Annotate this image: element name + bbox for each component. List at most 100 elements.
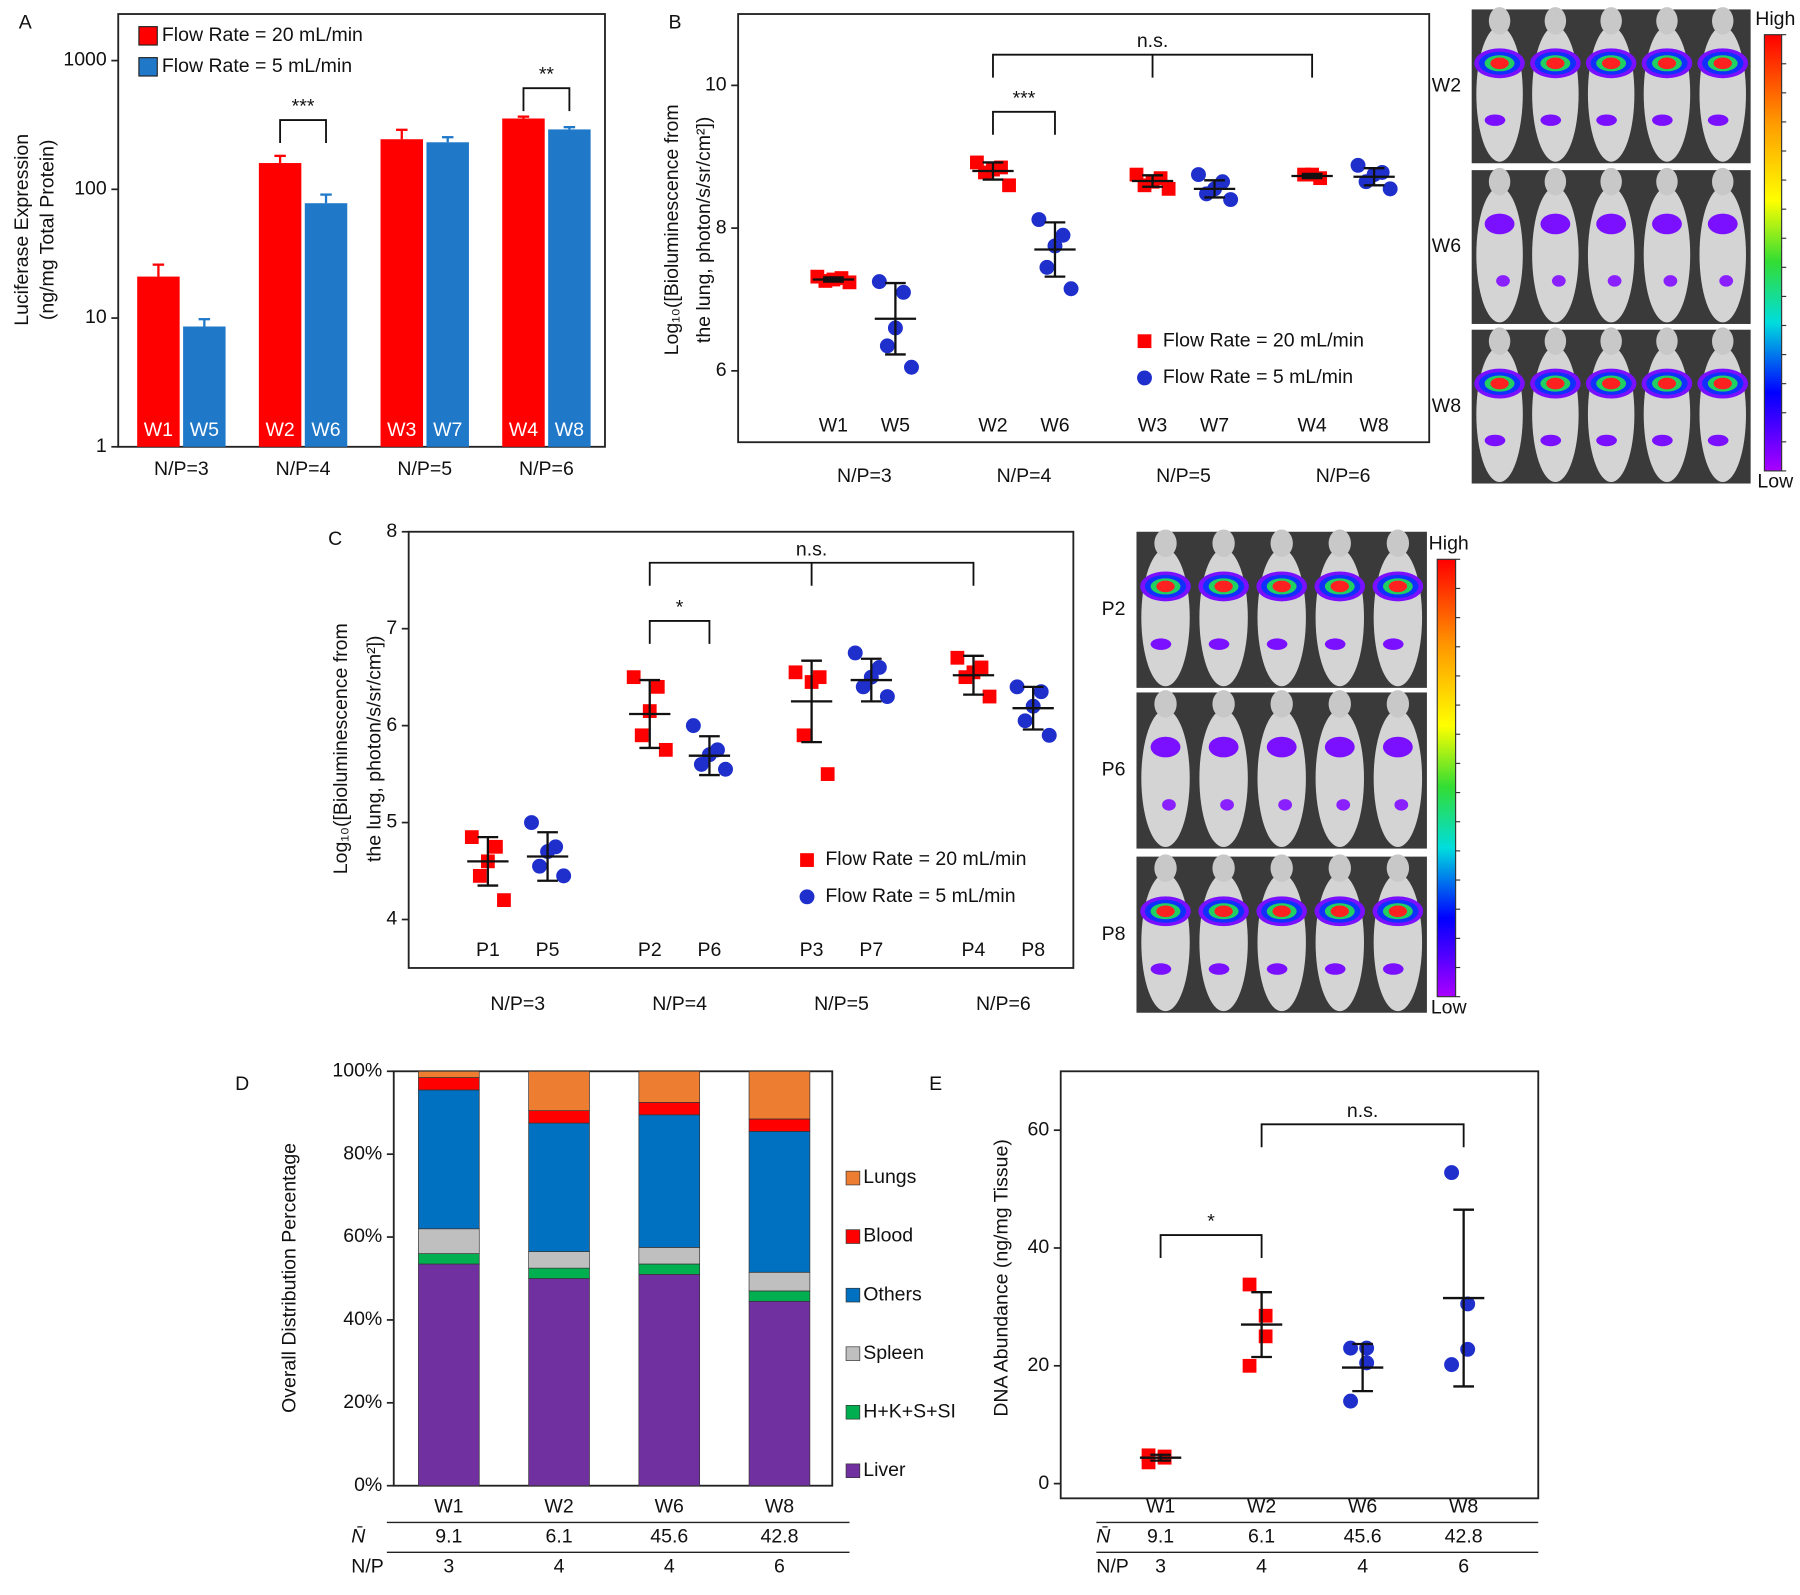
mouse-head [1212, 529, 1235, 558]
mouse-head [1270, 529, 1293, 558]
group-label: W1 [1146, 1496, 1175, 1518]
signal-blob [1150, 638, 1172, 650]
bar [183, 326, 226, 447]
mouse-head [1600, 7, 1622, 35]
group-label: W2 [1247, 1496, 1276, 1518]
mouse-head [1328, 529, 1351, 558]
significance-label: * [676, 596, 684, 618]
significance-bracket [1260, 1123, 1465, 1148]
bar-segment [528, 1267, 590, 1279]
bar-segment [748, 1271, 811, 1292]
mouse-body [1199, 548, 1248, 687]
table-cell: 4 [1357, 1555, 1368, 1577]
y-tick-label: 8 [716, 216, 727, 238]
group-label: W6 [1348, 1496, 1377, 1518]
bar-segment [528, 1278, 590, 1487]
point [472, 868, 487, 883]
group-label: W4 [1297, 414, 1326, 436]
point [1002, 178, 1016, 193]
x-tick-label: N/P=4 [997, 465, 1052, 487]
color-scale-low: Low [1431, 996, 1468, 1018]
y-tick-label: 7 [386, 617, 397, 639]
signal-blob [1596, 114, 1617, 126]
bar-segment [528, 1110, 590, 1124]
x-tick-label: N/P=6 [1316, 465, 1371, 487]
signal-blob [1324, 736, 1355, 758]
signal-blob [1490, 377, 1509, 390]
legend-key [799, 889, 815, 905]
signal-blob [1272, 905, 1291, 918]
group-label: P6 [698, 939, 722, 961]
mouse-head [1600, 167, 1622, 196]
y-tick-label: 60% [343, 1225, 382, 1247]
legend-label: H+K+S+SI [863, 1400, 956, 1422]
point [1343, 1393, 1359, 1409]
bar [548, 129, 591, 447]
table-cell: 9.1 [1147, 1526, 1174, 1548]
signal-blob [1382, 736, 1413, 758]
mouse-head [1386, 690, 1410, 718]
signal-blob [1208, 963, 1230, 975]
mouse-head [1386, 854, 1410, 882]
y-tick-label: 60 [1028, 1118, 1050, 1140]
bar [258, 163, 302, 447]
point [685, 718, 701, 734]
x-tick-label: N/P=5 [814, 993, 869, 1015]
point [1223, 192, 1239, 208]
point [895, 284, 911, 300]
signal-blob [1484, 434, 1506, 447]
table-row-label: N̄ [351, 1525, 366, 1548]
bar-segment [748, 1131, 811, 1273]
significance-bracket [279, 119, 327, 144]
point [497, 893, 511, 908]
group-label: W5 [881, 414, 910, 436]
signal-blob [1220, 799, 1234, 811]
table-cell: 45.6 [1344, 1526, 1382, 1548]
legend-label: Flow Rate = 20 mL/min [825, 848, 1026, 870]
mouse-body [1587, 346, 1635, 482]
y-tick-label: 0% [354, 1474, 382, 1496]
group-label: W2 [978, 414, 1007, 436]
legend-label: Flow Rate = 20 mL/min [162, 24, 363, 46]
signal-blob [1484, 114, 1506, 126]
legend-label: Others [863, 1283, 922, 1305]
point [788, 665, 803, 680]
bar-segment [418, 1228, 480, 1254]
bar-label: W8 [555, 419, 584, 441]
point [879, 338, 895, 354]
point [879, 689, 895, 705]
y-axis-label: Log₁₀([Bioluminescence from [661, 104, 683, 355]
group-label: W8 [1359, 414, 1388, 436]
point [820, 767, 835, 781]
point [1039, 259, 1055, 275]
point [556, 868, 572, 884]
mouse-body [1373, 548, 1423, 687]
signal-blob [1713, 57, 1732, 70]
table-cell: 4 [1256, 1555, 1267, 1577]
signal-blob [1162, 799, 1176, 811]
signal-blob [1652, 114, 1673, 126]
panel-letter: A [19, 11, 32, 33]
group-label: W3 [1138, 414, 1167, 436]
bar-segment [418, 1077, 480, 1091]
signal-blob [1601, 57, 1621, 70]
point [1161, 181, 1176, 196]
point [1242, 1358, 1257, 1373]
table-row-label: N̄ [1096, 1525, 1111, 1548]
group-label: W7 [1200, 414, 1229, 436]
point [524, 815, 539, 831]
table-row-label: N/P [351, 1555, 384, 1577]
mouse-head [1488, 327, 1511, 355]
plot-frame [392, 1070, 834, 1487]
signal-blob [1208, 638, 1230, 650]
legend-label: Blood [863, 1225, 913, 1247]
legend-key [845, 1229, 861, 1244]
table-cell: 42.8 [760, 1526, 798, 1548]
legend-label: Spleen [863, 1342, 924, 1364]
legend-key [138, 57, 158, 77]
mouse-head [1544, 167, 1567, 196]
signal-blob [1657, 57, 1677, 70]
legend-label: Flow Rate = 5 mL/min [825, 885, 1015, 907]
signal-blob [1388, 905, 1408, 918]
mouse-head [1656, 167, 1678, 196]
